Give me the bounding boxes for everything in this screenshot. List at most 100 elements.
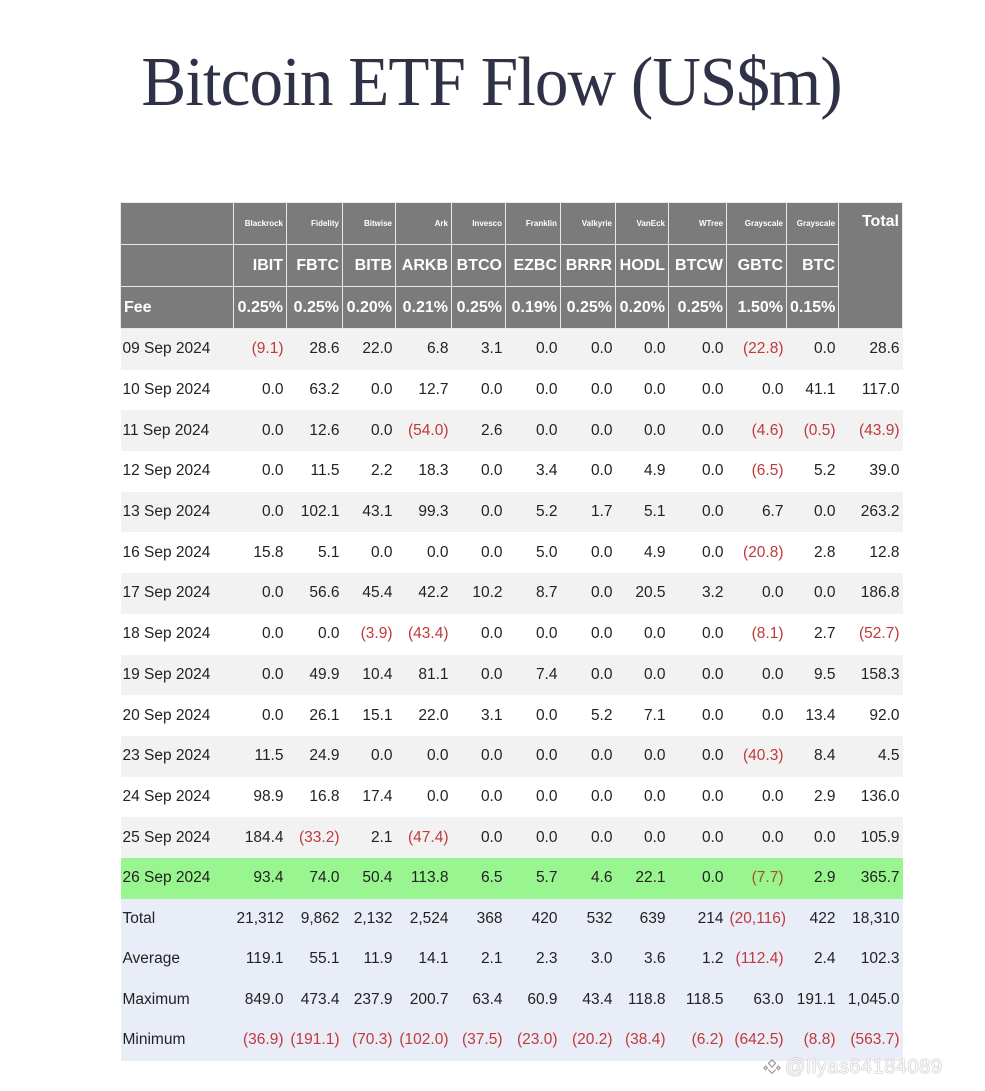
summary-cell: 18,310 bbox=[838, 898, 903, 940]
ticker-header: BTCO bbox=[451, 244, 506, 287]
flow-cell: (7.7) bbox=[726, 857, 787, 899]
ticker-header: BITB bbox=[342, 244, 396, 287]
flow-cell: 0.0 bbox=[395, 735, 452, 777]
flow-cell: 43.1 bbox=[342, 491, 396, 533]
summary-cell: (8.8) bbox=[786, 1020, 839, 1061]
table-row: 24 Sep 2024 98.9 16.8 17.4 0.0 0.0 0.0 0.0 0.0 0.… bbox=[120, 776, 903, 818]
fee-row: Fee 0.25% 0.25% 0.20% 0.21% 0.25% 0.19% … bbox=[120, 286, 903, 329]
summary-row-total: Total 21,312 9,862 2,132 2,524 368 420 532 639 21… bbox=[120, 898, 903, 940]
summary-cell: 1,045.0 bbox=[838, 979, 903, 1021]
table-row: 17 Sep 2024 0.0 56.6 45.4 42.2 10.2 8.7 0.0 20.5… bbox=[120, 573, 903, 614]
summary-cell: 2.3 bbox=[505, 939, 561, 980]
summary-label: Total bbox=[120, 898, 234, 940]
flow-cell: 0.0 bbox=[560, 532, 616, 574]
summary-cell: 368 bbox=[451, 898, 506, 940]
flow-cell: (20.8) bbox=[726, 532, 787, 574]
summary-cell: 2,524 bbox=[395, 898, 452, 940]
table-row: 13 Sep 2024 0.0 102.1 43.1 99.3 0.0 5.2 1.7 5.1 0… bbox=[120, 491, 903, 533]
fee-cell: 0.25% bbox=[668, 286, 727, 329]
flow-cell: 11.5 bbox=[286, 451, 343, 492]
summary-cell: 118.8 bbox=[615, 979, 669, 1021]
flow-cell: 0.0 bbox=[233, 613, 287, 655]
summary-cell: (23.0) bbox=[505, 1020, 561, 1061]
summary-row-average: Average 119.1 55.1 11.9 14.1 2.1 2.3 3.0 3.6 1.2(… bbox=[120, 939, 903, 980]
date-cell: 16 Sep 2024 bbox=[120, 532, 234, 574]
flow-cell: 0.0 bbox=[615, 328, 669, 370]
summary-label: Average bbox=[120, 939, 234, 980]
flow-cell: 0.0 bbox=[560, 654, 616, 696]
flow-cell: 0.0 bbox=[233, 654, 287, 696]
date-cell: 25 Sep 2024 bbox=[120, 817, 234, 858]
flow-cell: 0.0 bbox=[615, 369, 669, 411]
flow-cell: 0.0 bbox=[560, 451, 616, 492]
fee-cell: 0.20% bbox=[615, 286, 669, 329]
flow-cell: 0.0 bbox=[560, 776, 616, 818]
flow-cell: 2.9 bbox=[786, 776, 839, 818]
flow-cell: 0.0 bbox=[560, 817, 616, 858]
fee-cell: 0.20% bbox=[342, 286, 396, 329]
summary-cell: 118.5 bbox=[668, 979, 727, 1021]
row-total-cell: 365.7 bbox=[838, 857, 903, 899]
flow-cell: 0.0 bbox=[395, 532, 452, 574]
flow-cell: 0.0 bbox=[451, 369, 506, 411]
date-cell: 18 Sep 2024 bbox=[120, 613, 234, 655]
flow-cell: 7.1 bbox=[615, 695, 669, 736]
summary-cell: (38.4) bbox=[615, 1020, 669, 1061]
flow-cell: 0.0 bbox=[451, 451, 506, 492]
corner-cell bbox=[120, 244, 234, 287]
corner-cell bbox=[120, 202, 234, 245]
flow-cell: 5.1 bbox=[615, 491, 669, 533]
table-row: 09 Sep 2024 (9.1) 28.6 22.0 6.8 3.1 0.0 0.0 0.0 0… bbox=[120, 328, 903, 370]
etf-flow-table: Blackrock Fidelity Bitwise Ark Invesco F… bbox=[120, 202, 903, 1061]
flow-cell: 49.9 bbox=[286, 654, 343, 696]
summary-cell: 14.1 bbox=[395, 939, 452, 980]
table-row-highlighted: 26 Sep 2024 93.4 74.0 50.4 113.8 6.5 5.7 4.6 22.… bbox=[120, 857, 903, 899]
flow-cell: 0.0 bbox=[560, 410, 616, 452]
flow-cell: 15.8 bbox=[233, 532, 287, 574]
flow-cell: 0.0 bbox=[668, 817, 727, 858]
flow-cell: 17.4 bbox=[342, 776, 396, 818]
row-total-cell: (52.7) bbox=[838, 613, 903, 655]
summary-cell: 849.0 bbox=[233, 979, 287, 1021]
summary-cell: (642.5) bbox=[726, 1020, 787, 1061]
summary-cell: 1.2 bbox=[668, 939, 727, 980]
flow-cell: (6.5) bbox=[726, 451, 787, 492]
flow-cell: 5.1 bbox=[286, 532, 343, 574]
flow-cell: 0.0 bbox=[233, 451, 287, 492]
summary-cell: 2.4 bbox=[786, 939, 839, 980]
flow-cell: 5.7 bbox=[505, 857, 561, 899]
flow-cell: 5.2 bbox=[505, 491, 561, 533]
flow-cell: 0.0 bbox=[726, 776, 787, 818]
flow-cell: 12.7 bbox=[395, 369, 452, 411]
flow-cell: 3.4 bbox=[505, 451, 561, 492]
flow-cell: 0.0 bbox=[786, 491, 839, 533]
flow-cell: 98.9 bbox=[233, 776, 287, 818]
flow-cell: (33.2) bbox=[286, 817, 343, 858]
table-row: 19 Sep 2024 0.0 49.9 10.4 81.1 0.0 7.4 0.0 0.0 0.… bbox=[120, 654, 903, 696]
flow-cell: 113.8 bbox=[395, 857, 452, 899]
summary-cell: 639 bbox=[615, 898, 669, 940]
flow-cell: 0.0 bbox=[726, 369, 787, 411]
flow-cell: 74.0 bbox=[286, 857, 343, 899]
flow-cell: 0.0 bbox=[560, 613, 616, 655]
date-cell: 10 Sep 2024 bbox=[120, 369, 234, 411]
flow-cell: 0.0 bbox=[786, 817, 839, 858]
flow-cell: (4.6) bbox=[726, 410, 787, 452]
row-total-cell: (43.9) bbox=[838, 410, 903, 452]
flow-cell: 6.5 bbox=[451, 857, 506, 899]
flow-cell: 0.0 bbox=[786, 328, 839, 370]
flow-cell: 2.6 bbox=[451, 410, 506, 452]
table-row: 12 Sep 2024 0.0 11.5 2.2 18.3 0.0 3.4 0.0 4.9 0.0… bbox=[120, 451, 903, 492]
flow-cell: 0.0 bbox=[668, 410, 727, 452]
table-row: 10 Sep 2024 0.0 63.2 0.0 12.7 0.0 0.0 0.0 0.0 0.0… bbox=[120, 369, 903, 411]
flow-cell: 0.0 bbox=[505, 410, 561, 452]
summary-cell: 63.0 bbox=[726, 979, 787, 1021]
flow-cell: 0.0 bbox=[342, 532, 396, 574]
binance-logo-icon bbox=[763, 1058, 781, 1075]
summary-cell: (70.3) bbox=[342, 1020, 396, 1061]
ticker-header-row: IBIT FBTC BITB ARKB BTCO EZBC BRRR HODL … bbox=[120, 244, 903, 287]
summary-cell: 55.1 bbox=[286, 939, 343, 980]
summary-cell: 60.9 bbox=[505, 979, 561, 1021]
flow-cell: 11.5 bbox=[233, 735, 287, 777]
flow-cell: 0.0 bbox=[668, 328, 727, 370]
